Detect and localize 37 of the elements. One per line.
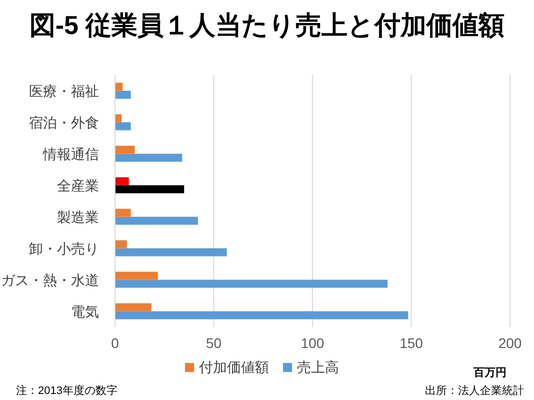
bar: [115, 90, 131, 99]
x-tick-label: 50: [206, 335, 222, 351]
text: 注：2013年度の数字: [16, 384, 118, 397]
bar: [115, 208, 131, 217]
y-tick-label: 製造業: [57, 208, 99, 225]
x-tick-label: 100: [300, 335, 324, 351]
y-tick-label: 電気: [71, 303, 99, 320]
bar: [115, 146, 135, 154]
y-tick-label: 情報通信: [42, 146, 99, 162]
bar: [115, 311, 408, 320]
bar: [115, 280, 388, 288]
bar: [115, 154, 182, 162]
bar: [115, 114, 122, 122]
bar: [115, 82, 123, 91]
legend-付加価値額: 付加価値額: [185, 359, 269, 375]
bar: [115, 272, 158, 280]
legend-label: 付加価値額: [198, 359, 269, 375]
y-tick-label: 宿泊・外食: [29, 114, 99, 130]
x-axis-title: 百万円: [472, 367, 506, 379]
chart-title: 図-5 従業員１人当たり売上と付加価値額: [29, 10, 505, 40]
bar: [115, 122, 131, 130]
legend-label: 売上高: [297, 359, 339, 375]
bar: [115, 177, 129, 186]
x-tick-label: 150: [400, 335, 424, 351]
x-tick-label: 200: [498, 335, 522, 351]
bar: [115, 240, 127, 248]
x-tick-label: 0: [111, 335, 120, 351]
text: 出所：法人企業統計: [425, 384, 524, 397]
y-tick-label: ガス・熱・水道: [1, 272, 99, 288]
bar: [115, 303, 152, 312]
bar: [115, 216, 198, 225]
legend-売上高: 売上高: [283, 359, 339, 375]
y-tick-label: 医療・福祉: [29, 82, 99, 99]
y-tick-label: 卸・小売り: [29, 240, 99, 256]
y-tick-label: 全産業: [57, 177, 99, 194]
bar: [115, 185, 184, 194]
bar: [115, 248, 227, 256]
